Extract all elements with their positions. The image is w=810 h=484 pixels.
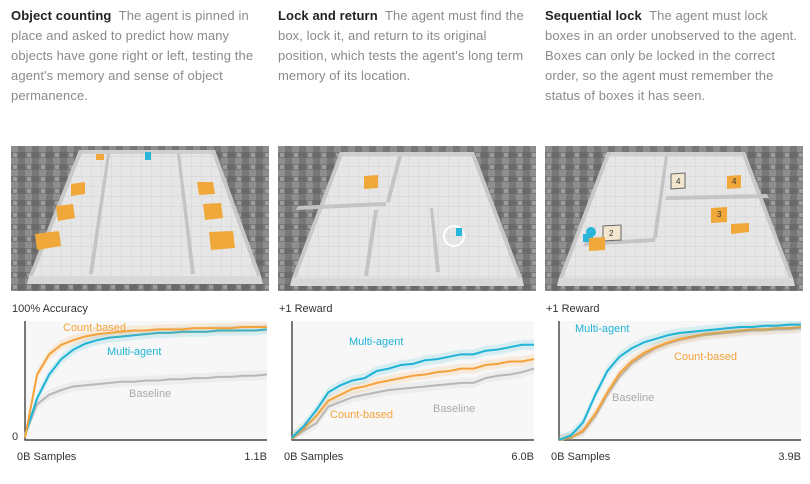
axis-lines [24,321,267,441]
panel-text: The agent must find the box, lock it, an… [278,8,524,83]
series-line-baseline [558,327,802,441]
series-line-baseline [291,367,535,440]
panel-description: Sequential lock The agent must lock boxe… [545,6,803,106]
series-line-count-based [558,325,802,441]
line-chart [291,321,535,441]
scene-image [11,146,269,291]
series-line-multi-agent [291,343,534,439]
series-label-multi-agent: Multi-agent [575,323,630,335]
line-chart [558,321,802,441]
series-label-multi-agent: Multi-agent [349,336,404,348]
series-band [559,321,801,440]
box-number: 4 [676,177,681,186]
metric-label: +1 Reward [279,303,333,315]
x-start-label: 0B Samples [17,451,77,463]
scene-image: 4 4 3 2 [545,146,803,291]
series-label-baseline: Baseline [433,403,476,415]
x-end-label: 1.1B [244,451,267,463]
series-line-count-based [24,325,267,438]
panel-title: Object counting [11,8,112,23]
series-line-multi-agent [558,323,801,441]
y-zero-label: 0 [12,431,19,443]
series-band [292,354,534,440]
series-label-baseline: Baseline [129,388,172,400]
series-line-multi-agent [24,328,268,436]
box-number: 3 [717,210,722,219]
series-band [559,323,801,440]
chart-sequential-lock: +1 Reward 0B Samples 3.9B Multi-agent Co… [545,297,803,465]
x-end-label: 6.0B [511,451,534,463]
panel-text: The agent is pinned in place and asked t… [11,8,254,103]
x-start-label: 0B Samples [551,451,611,463]
series-line-baseline [24,373,268,435]
panel-description: Lock and return The agent must find the … [278,6,536,86]
axis-lines [291,321,534,441]
line-chart [24,321,268,441]
panel-text: The agent must lock boxes in an order un… [545,8,798,103]
metric-label: 100% Accuracy [12,303,88,315]
series-label-count-based: Count-based [63,322,126,334]
scene-image [278,146,536,291]
panel-title: Sequential lock [545,8,642,23]
series-band [25,369,267,440]
metric-label: +1 Reward [546,303,600,315]
panel-title: Lock and return [278,8,378,23]
series-label-baseline: Baseline [612,392,655,404]
series-label-multi-agent: Multi-agent [107,346,162,358]
series-band [292,339,534,440]
chart-lock-and-return: +1 Reward 0B Samples 6.0B Multi-agent Co… [278,297,536,465]
x-start-label: 0B Samples [284,451,344,463]
series-line-count-based [291,358,535,440]
box-number: 4 [732,177,737,186]
x-end-label: 3.9B [778,451,801,463]
box-number: 2 [609,229,614,238]
series-label-count-based: Count-based [674,351,737,363]
panel-description: Object counting The agent is pinned in p… [11,6,269,106]
series-label-count-based: Count-based [330,409,393,421]
chart-object-counting: 100% Accuracy 0 0B Samples 1.1B Count-ba… [11,297,269,465]
plot-area [292,321,534,440]
